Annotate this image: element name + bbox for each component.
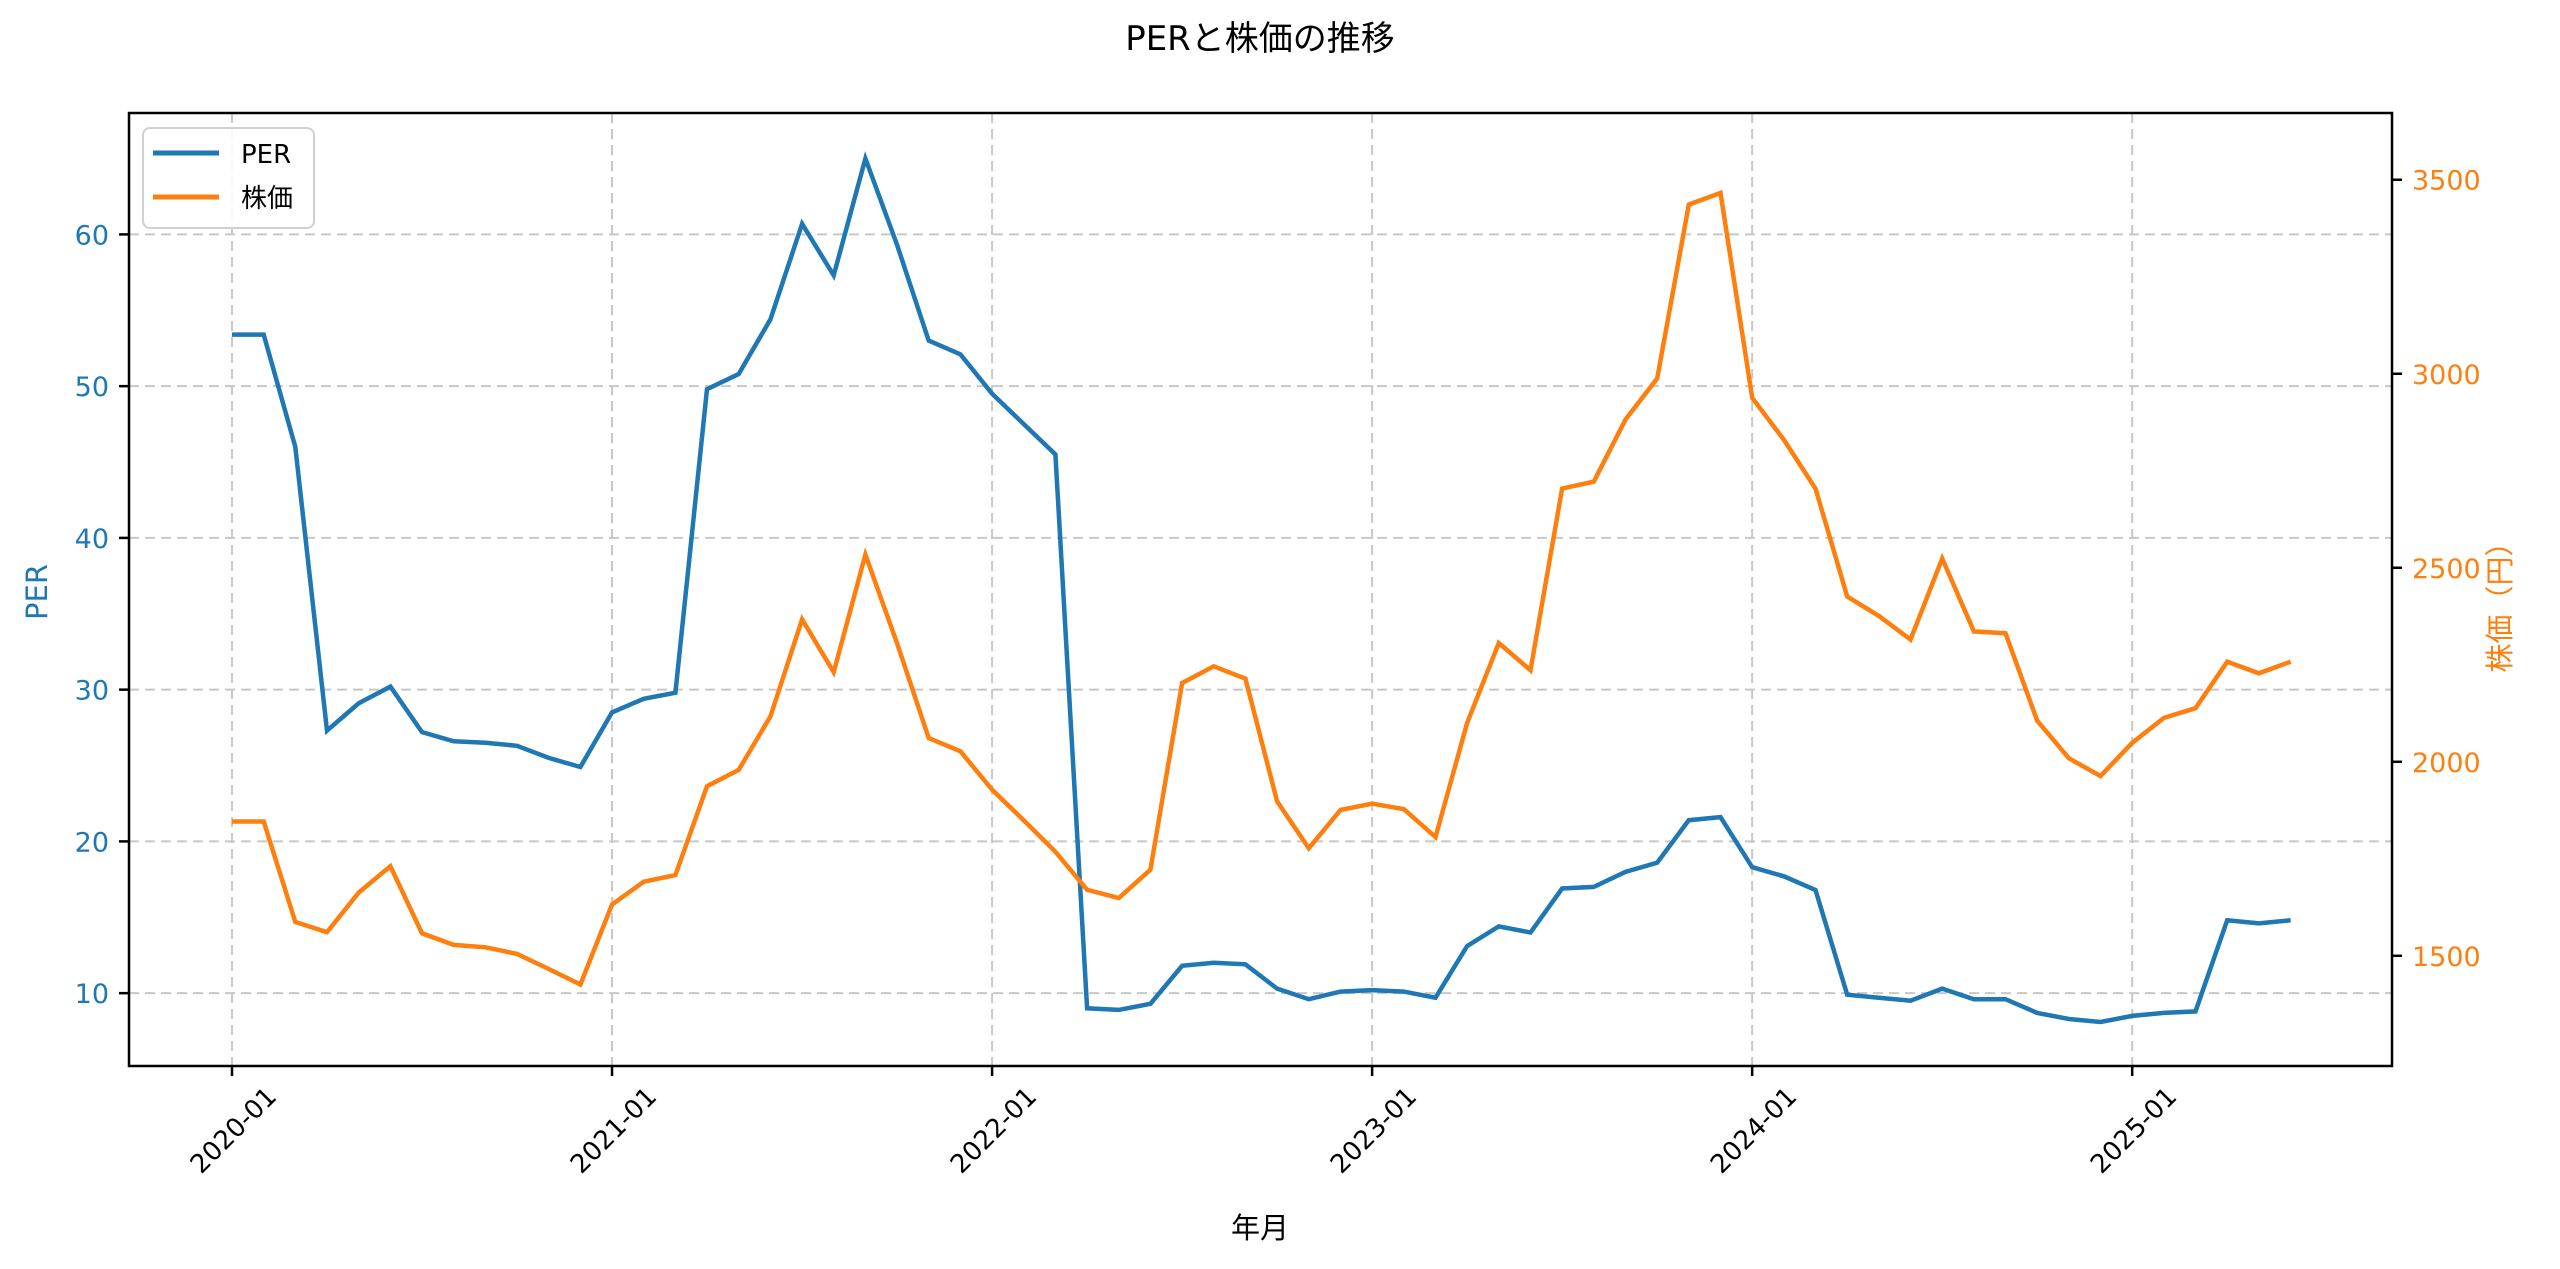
legend-label-per: PER xyxy=(241,140,291,170)
y-tick-label-right: 2000 xyxy=(2412,748,2481,779)
right-y-axis: 1500 2000 2500 3000 3500 xyxy=(2392,166,2481,973)
y-tick-label-left: 50 xyxy=(75,372,109,403)
left-y-axis: 10 20 30 40 50 60 xyxy=(75,220,129,1010)
legend: PER 株価 xyxy=(142,127,315,229)
y-tick-label-right: 1500 xyxy=(2412,942,2481,973)
x-axis-label: 年月 xyxy=(1231,1211,1289,1245)
y-tick-label-left: 30 xyxy=(75,676,109,707)
x-tick-label: 2024-01 xyxy=(1705,1082,1803,1180)
plot-frame xyxy=(127,111,2394,1068)
y-tick-label-left: 40 xyxy=(75,524,109,555)
y-tick-label-right: 3000 xyxy=(2412,360,2481,391)
y-tick-label-left: 60 xyxy=(75,220,109,251)
x-tick-label: 2022-01 xyxy=(945,1082,1043,1180)
y-tick-label-left: 20 xyxy=(75,827,109,858)
grid-lines xyxy=(129,113,2392,1066)
y-axis-label-right: 株価（円） xyxy=(2483,527,2517,672)
x-tick-label: 2021-01 xyxy=(565,1082,663,1180)
per-line xyxy=(232,151,2291,1025)
x-tick-label: 2023-01 xyxy=(1325,1082,1423,1180)
x-tick-label: 2020-01 xyxy=(185,1082,283,1180)
series-layer xyxy=(232,151,2292,1025)
price-line xyxy=(232,189,2292,988)
y-tick-label-right: 3500 xyxy=(2412,166,2481,197)
y-tick-label-right: 2500 xyxy=(2412,554,2481,585)
y-axis-label-left: PER xyxy=(20,564,54,620)
x-axis: 2020-01 2021-01 2022-01 2023-01 2024-01 2025-… xyxy=(185,1066,2183,1180)
chart-title: PERと株価の推移 xyxy=(1125,19,1395,59)
x-tick-label: 2025-01 xyxy=(2085,1082,2183,1180)
y-tick-label-left: 10 xyxy=(75,979,109,1010)
legend-label-price: 株価 xyxy=(241,184,293,214)
